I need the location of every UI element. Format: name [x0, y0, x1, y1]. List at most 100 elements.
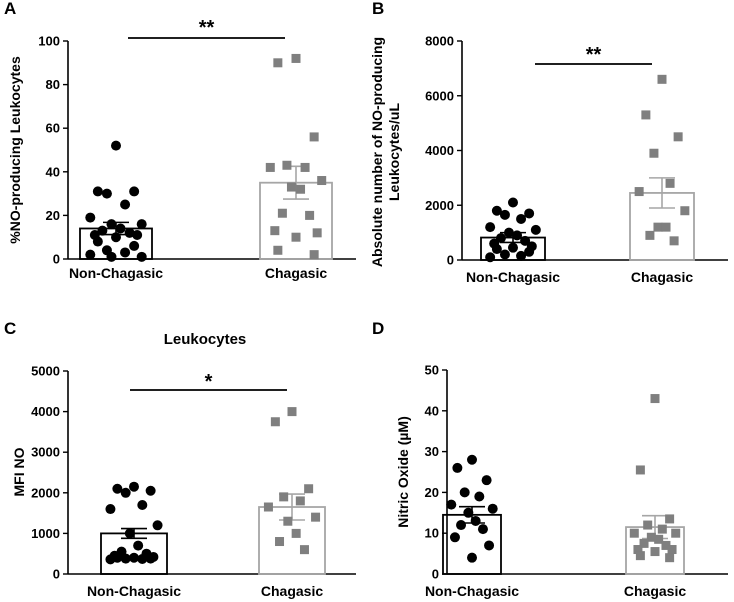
data-point-non-chagasic: [516, 213, 527, 224]
y-axis-label: MFI NO: [11, 447, 27, 496]
x-category-label: Chagasic: [261, 583, 323, 599]
x-category-label: Non-Chagasic: [87, 583, 181, 599]
data-point-non-chagasic: [530, 224, 541, 235]
data-point-chagasic: [634, 187, 644, 197]
data-point-chagasic: [296, 184, 306, 194]
data-point-non-chagasic: [120, 553, 131, 564]
data-point-chagasic: [665, 553, 675, 563]
data-point-non-chagasic: [474, 491, 485, 502]
data-point-non-chagasic: [491, 205, 502, 216]
data-point-chagasic: [635, 465, 645, 475]
data-point-non-chagasic: [92, 236, 103, 247]
data-point-non-chagasic: [115, 223, 126, 234]
data-point-non-chagasic: [136, 251, 147, 262]
data-point-non-chagasic: [85, 212, 96, 223]
data-point-non-chagasic: [503, 227, 514, 238]
y-tick-label: 60: [46, 121, 60, 136]
y-tick-label: 6000: [425, 88, 454, 103]
data-point-non-chagasic: [477, 524, 488, 535]
data-point-non-chagasic: [112, 483, 123, 494]
data-point-chagasic: [299, 545, 309, 555]
y-axis-label: %NO-producing Leukocytes: [7, 56, 23, 244]
y-tick-label: 0: [432, 567, 439, 582]
data-point-chagasic: [639, 538, 649, 548]
data-point-chagasic: [312, 228, 322, 238]
data-point-chagasic: [265, 162, 275, 172]
data-point-non-chagasic: [481, 475, 492, 486]
data-point-non-chagasic: [145, 485, 156, 496]
y-tick-label: 80: [46, 77, 60, 92]
data-point-non-chagasic: [485, 222, 496, 233]
y-tick-label: 40: [46, 164, 60, 179]
x-category-label: Non-Chagasic: [69, 265, 163, 281]
data-point-non-chagasic: [106, 219, 117, 230]
data-point-chagasic: [665, 178, 675, 188]
data-point-non-chagasic: [470, 515, 481, 526]
data-point-chagasic: [273, 58, 283, 68]
data-point-non-chagasic: [467, 552, 477, 563]
data-point-chagasic: [661, 222, 671, 232]
data-point-chagasic: [300, 162, 310, 172]
data-point-non-chagasic: [129, 240, 140, 251]
data-point-non-chagasic: [487, 503, 498, 514]
data-point-non-chagasic: [137, 499, 148, 510]
data-point-chagasic: [641, 110, 651, 120]
data-point-chagasic: [643, 520, 653, 530]
data-point-chagasic: [657, 524, 667, 534]
y-tick-label: 40: [425, 403, 439, 418]
data-point-chagasic: [277, 208, 287, 218]
data-point-non-chagasic: [524, 208, 535, 219]
data-point-non-chagasic: [508, 242, 518, 253]
data-point-chagasic: [287, 407, 297, 417]
data-point-non-chagasic: [106, 251, 117, 262]
data-point-non-chagasic: [105, 504, 116, 515]
data-point-non-chagasic: [97, 225, 108, 236]
y-axis-label: Absolute number of NO-producingLeukocyte…: [369, 37, 402, 267]
y-axis-label: Nitric Oxide (µM): [395, 416, 411, 528]
data-point-chagasic: [275, 537, 285, 547]
data-point-chagasic: [650, 547, 660, 557]
data-point-chagasic: [667, 545, 677, 555]
panel-letter: D: [372, 319, 384, 338]
data-point-non-chagasic: [129, 552, 139, 563]
data-point-chagasic: [633, 545, 643, 555]
significance-stars: **: [199, 17, 215, 39]
data-point-non-chagasic: [449, 532, 460, 543]
y-axis-label-line: %NO-producing Leukocytes: [7, 56, 23, 244]
y-tick-label: 8000: [425, 34, 454, 49]
data-point-non-chagasic: [133, 540, 144, 551]
data-point-non-chagasic: [145, 553, 156, 564]
data-point-chagasic: [649, 148, 659, 158]
chart-panel-a: A 0 20 40 60 80 100 %NO-producing Leukocytes Non…: [4, 0, 356, 281]
chart-title: Leukocytes: [164, 331, 247, 348]
y-axis-label-line: Nitric Oxide (µM): [395, 416, 411, 528]
data-point-non-chagasic: [111, 232, 121, 243]
data-point-non-chagasic: [129, 186, 140, 197]
chart-panel-c: C Leukocytes 0 1000 2000 3000 4000 5000 MFI NO No…: [4, 319, 356, 599]
data-point-non-chagasic: [137, 553, 148, 564]
data-point-chagasic: [665, 514, 675, 524]
data-point-non-chagasic: [456, 520, 467, 531]
data-point-chagasic: [671, 528, 681, 538]
data-point-chagasic: [673, 132, 683, 142]
data-point-chagasic: [657, 74, 667, 84]
data-point-non-chagasic: [124, 528, 135, 539]
chart-panel-b: B 0 2000 4000 6000 8000 Absolute number of NO-…: [369, 0, 728, 285]
y-tick-label: 1000: [31, 526, 60, 541]
data-point-chagasic: [291, 232, 301, 242]
data-point-chagasic: [270, 226, 280, 236]
data-point-chagasic: [291, 53, 301, 63]
data-point-chagasic: [311, 512, 321, 522]
data-point-chagasic: [635, 551, 645, 561]
y-tick-label: 10: [425, 526, 439, 541]
panel-letter: A: [4, 0, 16, 18]
chart-panel-d: D 0 10 20 30 40 50 Nitric Oxide (µM) Non-Chagasi…: [372, 319, 728, 599]
data-point-non-chagasic: [120, 487, 131, 498]
x-category-label: Non-Chagasic: [466, 269, 560, 285]
significance-stars: *: [205, 371, 213, 393]
data-point-non-chagasic: [101, 188, 112, 199]
data-point-non-chagasic: [491, 244, 502, 255]
data-point-non-chagasic: [459, 487, 470, 498]
y-axis-label-line: Absolute number of NO-producing: [369, 37, 385, 267]
data-point-chagasic: [273, 245, 283, 255]
